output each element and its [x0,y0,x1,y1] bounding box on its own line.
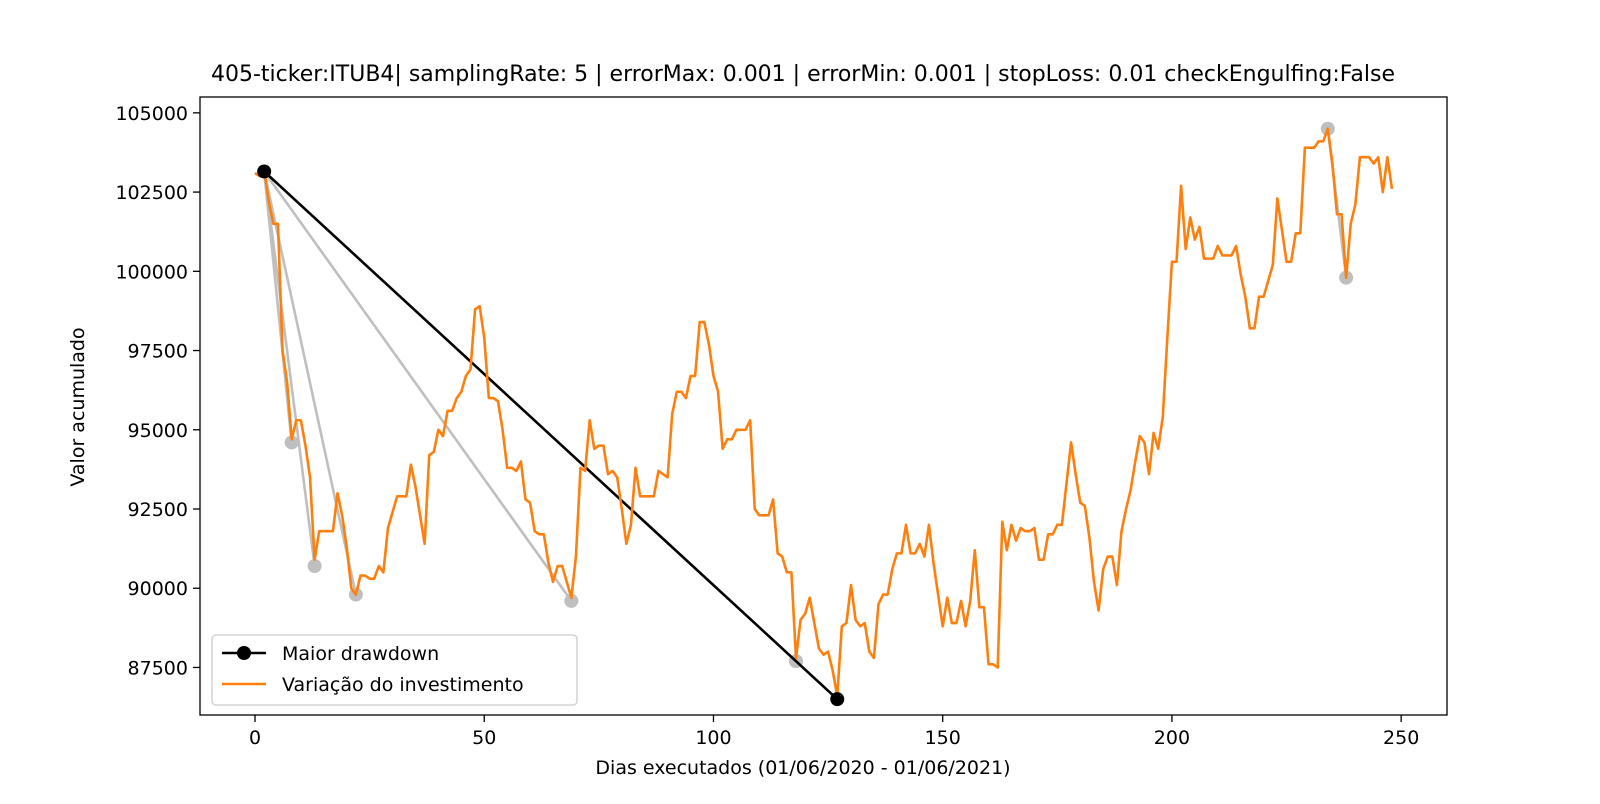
legend: Maior drawdown Variação do investimento [211,634,578,706]
legend-label-investment: Variação do investimento [282,674,524,696]
x-axis-label: Dias executados (01/06/2020 - 01/06/2021… [595,757,1010,779]
investment-line [254,127,1394,698]
x-tick-label: 100 [695,727,731,749]
legend-label-drawdown: Maior drawdown [282,643,439,665]
y-tick-label: 97500 [128,341,188,363]
minor-drawdown-point [307,559,322,574]
y-tick-label: 92500 [128,499,188,521]
y-axis-label: Valor acumulado [67,327,89,486]
x-tick-label: 200 [1154,727,1190,749]
y-tick-label: 102500 [115,182,188,204]
minor-drawdown-line [262,171,316,567]
y-tick-label: 100000 [115,261,188,283]
y-tick-label: 105000 [115,103,188,125]
y-tick-label: 95000 [128,420,188,442]
plot-frame [199,96,1448,716]
minor-drawdown-line [263,170,573,602]
y-tick-label: 90000 [128,578,188,600]
major-drawdown-point [830,692,845,707]
major-drawdown-line [263,170,839,701]
major-drawdown-point [257,164,272,179]
x-tick-label: 0 [249,727,261,749]
minor-drawdown-point [564,593,579,608]
legend-drawdown-marker [237,646,251,660]
x-tick-label: 150 [925,727,961,749]
chart-title: 405-ticker:ITUB4| samplingRate: 5 | erro… [211,62,1395,87]
axes-layer: 0 50 100 150 200 250 87500 90000 92500 95000 97500… [115,103,1419,749]
y-tick-label: 87500 [128,657,188,679]
plot-layer [254,121,1394,707]
minor-drawdown-point [284,435,299,450]
x-tick-label: 250 [1383,727,1419,749]
x-tick-label: 50 [472,727,496,749]
legend-box [211,634,578,706]
